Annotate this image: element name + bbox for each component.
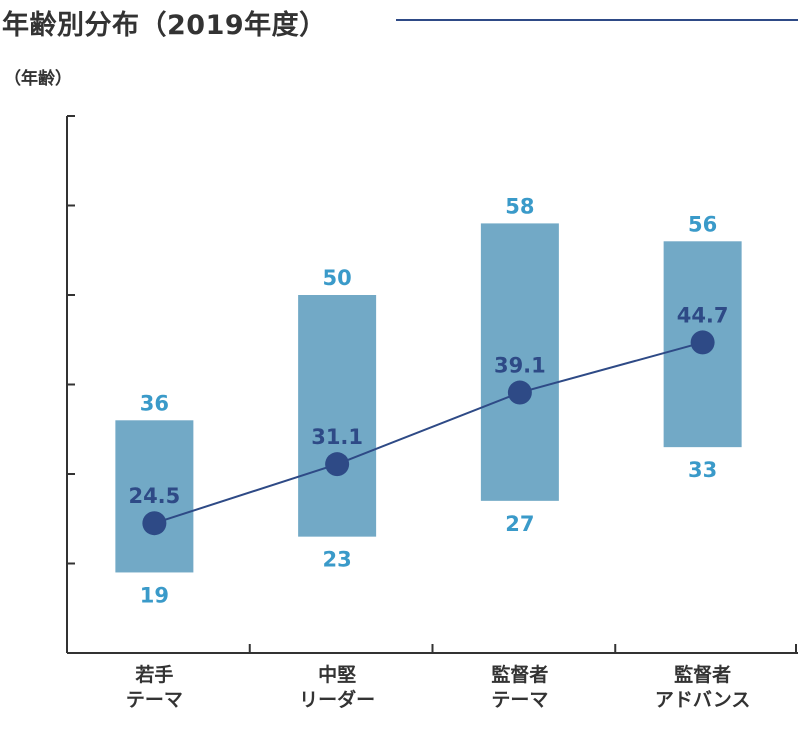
average-point — [325, 452, 350, 477]
category-label: 若手 — [135, 663, 173, 686]
average-line — [154, 341, 703, 525]
min-value-label: 27 — [505, 512, 534, 536]
y-axis-unit-label: （年齢） — [4, 69, 72, 89]
max-value-label: 50 — [323, 266, 352, 290]
average-value-label: 24.5 — [128, 484, 180, 508]
min-value-label: 23 — [323, 548, 352, 572]
category-label: リーダー — [299, 688, 375, 711]
category-label: 中堅 — [318, 663, 356, 686]
average-point — [690, 330, 715, 355]
max-value-label: 56 — [688, 212, 717, 236]
average-value-label: 31.1 — [311, 425, 363, 449]
chart-title: 年齢別分布（2019年度） — [2, 10, 327, 41]
range-bar — [115, 420, 194, 573]
average-value-label: 39.1 — [494, 354, 546, 378]
min-value-label: 33 — [688, 458, 717, 482]
category-label: テーマ — [126, 689, 183, 711]
range-bar — [298, 295, 377, 537]
min-value-label: 19 — [140, 583, 169, 607]
category-label: 監督者 — [491, 663, 548, 686]
max-value-label: 36 — [140, 391, 169, 415]
category-label: 監督者 — [674, 663, 731, 686]
title-rule — [396, 19, 798, 21]
category-label: テーマ — [491, 689, 548, 711]
max-value-label: 58 — [505, 194, 534, 218]
category-label: アドバンス — [655, 689, 751, 711]
average-point — [142, 511, 167, 536]
average-value-label: 44.7 — [677, 303, 729, 327]
range-bar — [480, 223, 559, 501]
average-point — [507, 380, 532, 405]
title-row: 年齢別分布（2019年度） — [0, 0, 798, 41]
